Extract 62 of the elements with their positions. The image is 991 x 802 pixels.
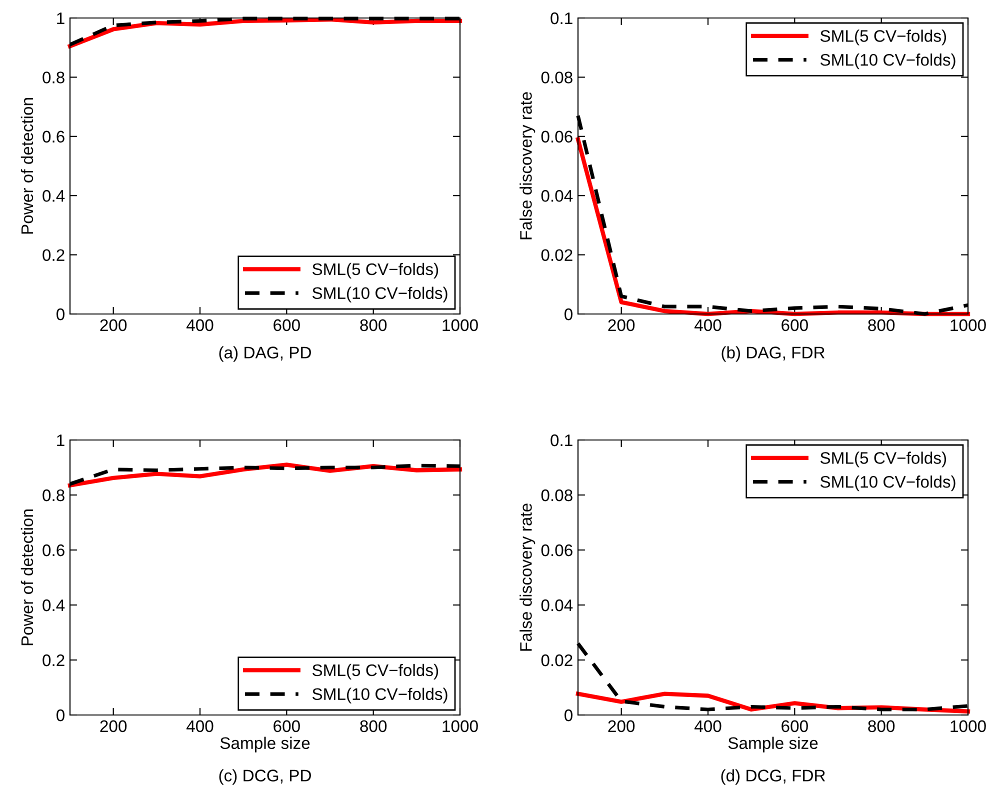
x-tick-label: 1000 [950,720,986,732]
x-tick-label: 200 [608,319,635,332]
y-axis-title: Power of detection [20,510,34,646]
y-tick-label: 1 [57,12,64,24]
y-tick-label: 0.6 [42,544,64,556]
y-tick-label: 0.04 [541,599,573,612]
y-tick-label: 0.8 [42,72,64,84]
x-tick-label: 800 [868,319,895,332]
y-axis-title: False discovery rate [520,504,536,651]
x-tick-label: 400 [186,319,214,332]
x-tick-label: 400 [186,720,214,732]
y-tick-label: 0.08 [541,489,572,502]
text: (b) DAG, FDR [722,346,825,362]
y-tick-label: 0.1 [550,434,572,446]
y-tick-label: 0.6 [42,130,64,143]
y-tick-label: 0.02 [541,249,572,262]
y-tick-label: 0.4 [42,190,65,202]
y-tick-label: 0.02 [541,654,572,666]
y-tick-label: 0.06 [541,130,572,143]
y-tick-label: 0 [56,308,64,320]
legend-label: SML(10 CV−folds) [312,688,448,704]
y-tick-label: 0 [564,308,572,320]
y-tick-label: 0.1 [550,12,572,24]
y-tick-label: 0.2 [42,654,64,666]
text: (d) DCG, FDR [721,769,826,785]
x-tick-label: 1000 [442,319,478,332]
x-tick-label: 800 [360,319,387,332]
text: (c) DCG, PD [219,769,311,785]
legend-label: SML(5 CV−folds) [820,452,946,468]
legend-label: SML(10 CV−folds) [312,286,448,302]
y-tick-label: 0.2 [42,249,64,262]
text: (a) DAG, PD [219,346,311,362]
y-tick-label: 0.06 [541,544,572,556]
x-tick-label: 600 [274,720,300,732]
x-tick-label: 600 [782,319,808,332]
legend-label: SML(10 CV−folds) [820,54,956,70]
legend-label: SML(5 CV−folds) [312,664,438,680]
x-tick-label: 800 [360,720,387,732]
x-axis-title: Sample size [728,736,818,752]
x-tick-label: 200 [100,720,127,732]
y-tick-label: 0.04 [541,190,573,202]
x-tick-label: 200 [100,319,127,332]
y-tick-label: 0.08 [541,72,572,84]
y-tick-label: 1 [57,434,64,446]
x-tick-label: 1000 [950,319,986,332]
x-tick-label: 200 [608,720,635,732]
x-tick-label: 400 [694,319,722,332]
x-tick-label: 600 [274,319,300,332]
y-tick-label: 0 [56,709,64,722]
y-tick-label: 0.8 [42,489,64,502]
x-tick-label: 600 [782,720,808,732]
y-axis-title: False discovery rate [520,92,536,240]
legend-label: SML(10 CV−folds) [820,476,956,492]
y-tick-label: 0 [564,709,572,722]
y-tick-label: 0.4 [42,599,65,612]
legend-label: SML(5 CV−folds) [820,30,946,46]
x-tick-label: 800 [868,720,895,732]
legend-label: SML(5 CV−folds) [312,262,438,278]
x-axis-title: Sample size [220,736,310,752]
x-tick-label: 1000 [442,720,478,732]
x-tick-label: 400 [694,720,722,732]
y-axis-title: Power of detection [20,98,34,234]
